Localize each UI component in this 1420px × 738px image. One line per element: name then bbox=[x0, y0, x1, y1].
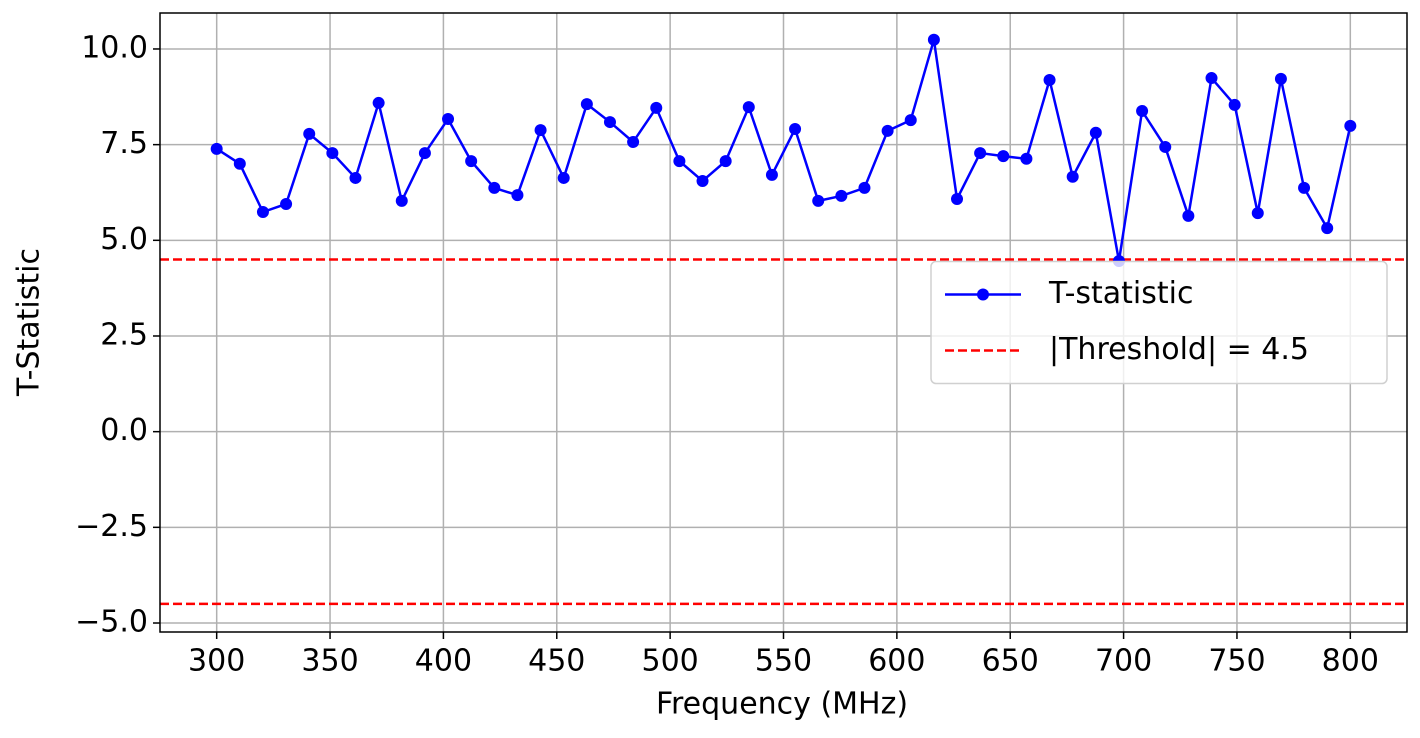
data-point bbox=[951, 192, 964, 205]
x-tick-label: 500 bbox=[642, 644, 699, 679]
data-point bbox=[1182, 209, 1195, 222]
x-tick-label: 450 bbox=[528, 644, 585, 679]
data-point bbox=[256, 205, 269, 218]
x-axis-label: Frequency (MHz) bbox=[656, 687, 908, 722]
data-point bbox=[627, 135, 640, 148]
data-point bbox=[719, 155, 732, 168]
y-tick-label: 10.0 bbox=[81, 30, 148, 65]
data-point bbox=[927, 33, 940, 46]
data-point bbox=[557, 171, 570, 184]
data-point bbox=[534, 124, 547, 137]
x-tick-label: 350 bbox=[301, 644, 358, 679]
data-point bbox=[372, 96, 385, 109]
data-point bbox=[1274, 72, 1287, 85]
x-tick-label: 600 bbox=[868, 644, 925, 679]
x-tick-label: 550 bbox=[755, 644, 812, 679]
data-point bbox=[789, 122, 802, 135]
legend-label: |Threshold| = 4.5 bbox=[1049, 332, 1309, 367]
y-tick-label: 2.5 bbox=[100, 317, 148, 352]
x-tick-label: 400 bbox=[415, 644, 472, 679]
y-axis-label: T-Statistic bbox=[12, 248, 47, 397]
x-tick-label: 650 bbox=[982, 644, 1039, 679]
data-point bbox=[904, 114, 917, 127]
data-point bbox=[442, 113, 455, 126]
data-point bbox=[1136, 104, 1149, 117]
data-point bbox=[303, 127, 316, 140]
data-point bbox=[349, 171, 362, 184]
x-tick-label: 750 bbox=[1208, 644, 1265, 679]
data-point bbox=[280, 197, 293, 210]
data-point bbox=[395, 194, 408, 207]
x-tick-label: 700 bbox=[1095, 644, 1152, 679]
data-point bbox=[603, 116, 616, 129]
x-tick-label: 800 bbox=[1322, 644, 1379, 679]
y-tick-label: 5.0 bbox=[100, 222, 148, 257]
data-point bbox=[1251, 207, 1264, 220]
data-point bbox=[997, 150, 1010, 163]
data-point bbox=[210, 142, 223, 155]
data-point bbox=[1228, 98, 1241, 111]
data-point bbox=[765, 168, 778, 181]
data-point bbox=[233, 157, 246, 170]
data-point bbox=[835, 189, 848, 202]
data-point bbox=[1344, 119, 1357, 132]
data-point bbox=[511, 189, 524, 202]
data-point bbox=[326, 147, 339, 160]
data-point bbox=[650, 101, 663, 114]
data-point bbox=[488, 181, 501, 194]
data-point bbox=[580, 98, 593, 111]
data-point bbox=[696, 175, 709, 188]
legend-marker bbox=[977, 288, 989, 301]
data-point bbox=[1043, 73, 1056, 86]
legend-label: T-statistic bbox=[1048, 276, 1194, 311]
plot-frame bbox=[159, 12, 1408, 633]
data-point bbox=[418, 147, 431, 160]
x-tick-label: 300 bbox=[188, 644, 245, 679]
data-point bbox=[1298, 181, 1311, 194]
y-tick-label: 0.0 bbox=[100, 413, 148, 448]
y-tick-label: 7.5 bbox=[100, 126, 148, 161]
data-point bbox=[1066, 170, 1079, 183]
data-point bbox=[858, 181, 871, 194]
data-point bbox=[1205, 72, 1218, 85]
data-point bbox=[673, 155, 686, 168]
data-point bbox=[1020, 152, 1033, 165]
data-point bbox=[881, 124, 894, 137]
legend-box bbox=[930, 260, 1388, 385]
data-point bbox=[812, 194, 825, 207]
y-tick-label: −2.5 bbox=[75, 509, 148, 544]
y-tick-label: −5.0 bbox=[75, 605, 148, 640]
data-point bbox=[1089, 126, 1102, 139]
data-point bbox=[1321, 222, 1334, 235]
data-point bbox=[465, 155, 478, 168]
data-point bbox=[974, 147, 987, 160]
data-point bbox=[1159, 140, 1172, 153]
data-point bbox=[742, 101, 755, 114]
data-line bbox=[216, 39, 1352, 262]
